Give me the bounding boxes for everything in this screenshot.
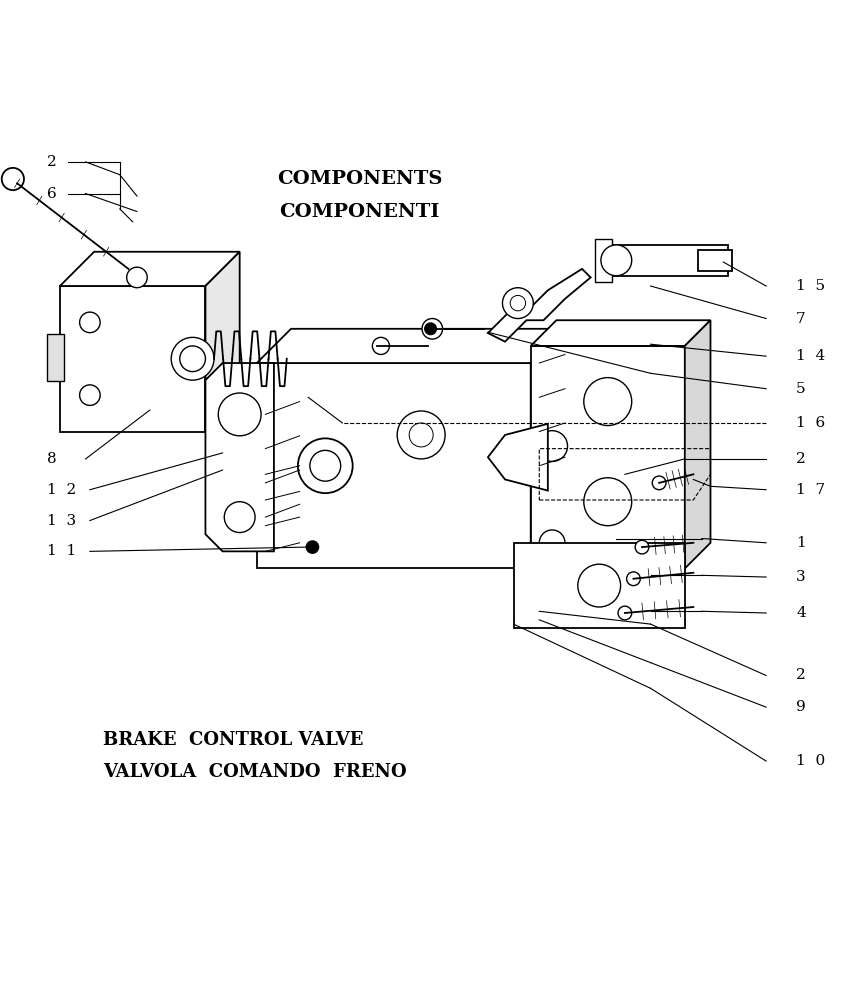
- Text: 4: 4: [796, 606, 805, 620]
- Polygon shape: [205, 252, 240, 432]
- Circle shape: [652, 476, 666, 490]
- Circle shape: [537, 431, 568, 461]
- Polygon shape: [223, 406, 257, 526]
- Circle shape: [372, 337, 389, 354]
- Text: VALVOLA  COMANDO  FRENO: VALVOLA COMANDO FRENO: [103, 763, 407, 781]
- Circle shape: [171, 337, 214, 380]
- Text: 1: 1: [796, 536, 805, 550]
- Circle shape: [218, 444, 261, 487]
- Circle shape: [425, 323, 437, 335]
- Polygon shape: [685, 320, 710, 568]
- Text: 1  3: 1 3: [47, 514, 76, 528]
- Bar: [595, 239, 612, 282]
- Circle shape: [601, 245, 632, 276]
- Polygon shape: [531, 329, 565, 568]
- Text: 2: 2: [796, 452, 805, 466]
- Circle shape: [127, 267, 147, 288]
- Circle shape: [180, 346, 205, 372]
- Circle shape: [584, 378, 632, 426]
- Polygon shape: [205, 363, 274, 551]
- Bar: [257, 363, 531, 568]
- Text: 5: 5: [796, 382, 805, 396]
- Bar: [698, 250, 732, 271]
- Bar: [531, 346, 685, 568]
- Circle shape: [409, 423, 433, 447]
- Bar: [60, 286, 205, 432]
- Circle shape: [584, 478, 632, 526]
- Polygon shape: [60, 252, 240, 286]
- Text: BRAKE  CONTROL VALVE: BRAKE CONTROL VALVE: [103, 731, 363, 749]
- Text: 2: 2: [796, 668, 805, 682]
- Text: 7: 7: [796, 312, 805, 326]
- Circle shape: [510, 295, 526, 311]
- Text: 2: 2: [47, 155, 56, 169]
- Circle shape: [80, 385, 100, 405]
- Circle shape: [306, 540, 319, 554]
- Circle shape: [298, 438, 353, 493]
- Polygon shape: [488, 424, 548, 491]
- Text: 3: 3: [796, 570, 805, 584]
- Circle shape: [296, 348, 317, 369]
- Circle shape: [310, 450, 341, 481]
- Text: 1  5: 1 5: [796, 279, 825, 293]
- Polygon shape: [531, 320, 710, 346]
- Text: 1  6: 1 6: [796, 416, 825, 430]
- Text: COMPONENTI: COMPONENTI: [279, 203, 440, 221]
- Text: 1  1: 1 1: [47, 544, 76, 558]
- Text: 1  7: 1 7: [796, 483, 825, 497]
- Circle shape: [282, 335, 330, 383]
- Bar: [608, 245, 728, 276]
- Bar: [514, 543, 685, 628]
- Circle shape: [2, 168, 24, 190]
- Circle shape: [218, 393, 261, 436]
- Circle shape: [578, 564, 621, 607]
- Text: 8: 8: [47, 452, 56, 466]
- Text: 6: 6: [47, 187, 56, 201]
- Circle shape: [502, 288, 533, 319]
- Circle shape: [539, 530, 565, 556]
- Circle shape: [80, 312, 100, 333]
- Circle shape: [627, 572, 640, 586]
- Circle shape: [397, 411, 445, 459]
- Bar: [47, 334, 64, 381]
- Polygon shape: [257, 329, 565, 363]
- Text: 1  0: 1 0: [796, 754, 825, 768]
- Circle shape: [618, 606, 632, 620]
- Text: 9: 9: [796, 700, 805, 714]
- Polygon shape: [488, 269, 591, 342]
- Text: 1  2: 1 2: [47, 483, 76, 497]
- Text: 1  4: 1 4: [796, 349, 825, 363]
- Circle shape: [224, 502, 255, 533]
- Circle shape: [635, 540, 649, 554]
- Text: COMPONENTS: COMPONENTS: [276, 170, 443, 188]
- Circle shape: [422, 319, 443, 339]
